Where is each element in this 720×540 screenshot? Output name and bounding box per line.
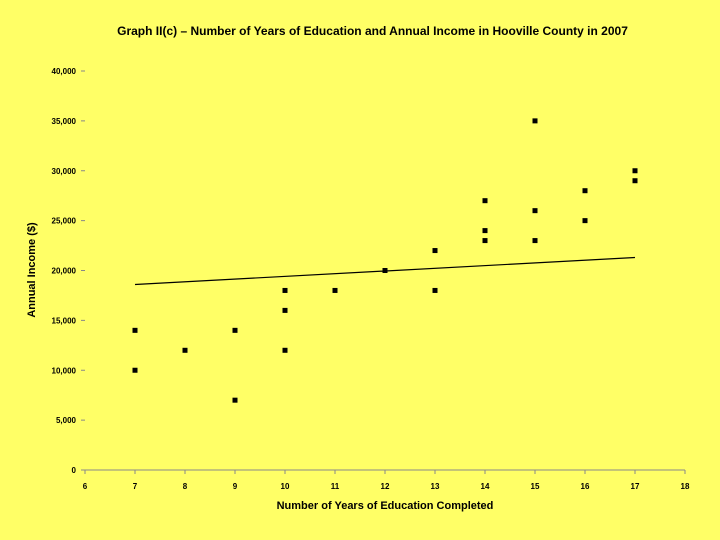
data-point	[482, 228, 488, 234]
y-tick-label: 20,000	[52, 267, 77, 276]
data-point	[282, 307, 288, 313]
data-point	[282, 347, 288, 353]
data-point	[532, 208, 538, 214]
data-points	[132, 118, 638, 403]
data-point	[132, 367, 138, 373]
data-point	[582, 218, 588, 224]
x-tick-label: 10	[281, 482, 290, 491]
data-point	[232, 397, 238, 403]
x-tick-label: 13	[431, 482, 440, 491]
y-tick-label: 35,000	[52, 117, 77, 126]
y-ticks: 0 5,000 10,000 15,000 20,000 25,000 30,000 35,0…	[52, 67, 85, 475]
x-tick-label: 9	[233, 482, 238, 491]
chart-title: Graph II(c) – Number of Years of Educati…	[117, 24, 628, 38]
x-tick-label: 6	[83, 482, 88, 491]
x-tick-label: 7	[133, 482, 138, 491]
data-point	[532, 238, 538, 244]
data-point	[632, 168, 638, 174]
y-tick-label: 5,000	[56, 416, 77, 425]
y-tick-label: 40,000	[52, 67, 77, 76]
data-point	[332, 287, 338, 293]
x-tick-label: 14	[481, 482, 490, 491]
x-tick-label: 11	[331, 482, 340, 491]
x-tick-label: 18	[681, 482, 690, 491]
data-point	[532, 118, 538, 124]
x-tick-label: 16	[581, 482, 590, 491]
data-point	[582, 188, 588, 194]
x-tick-label: 8	[183, 482, 188, 491]
data-point	[232, 327, 238, 333]
data-point	[482, 198, 488, 204]
data-point	[632, 178, 638, 184]
data-point	[382, 268, 388, 273]
data-point	[432, 248, 438, 254]
x-tick-label: 15	[531, 482, 540, 491]
y-tick-label: 25,000	[52, 217, 77, 226]
data-point	[432, 287, 438, 293]
y-tick-label: 30,000	[52, 167, 77, 176]
x-tick-label: 17	[631, 482, 640, 491]
y-tick-label: 0	[72, 466, 77, 475]
data-point	[282, 287, 288, 293]
x-axis-label: Number of Years of Education Completed	[276, 500, 494, 512]
y-tick-label: 15,000	[52, 316, 77, 325]
x-tick-label: 12	[381, 482, 390, 491]
y-tick-label: 10,000	[52, 366, 77, 375]
x-ticks: 6 7 8 9 10 11 12 13 14 15 16 17 18	[83, 470, 690, 491]
data-point	[482, 238, 488, 244]
data-point	[132, 327, 138, 333]
data-point	[182, 347, 188, 353]
